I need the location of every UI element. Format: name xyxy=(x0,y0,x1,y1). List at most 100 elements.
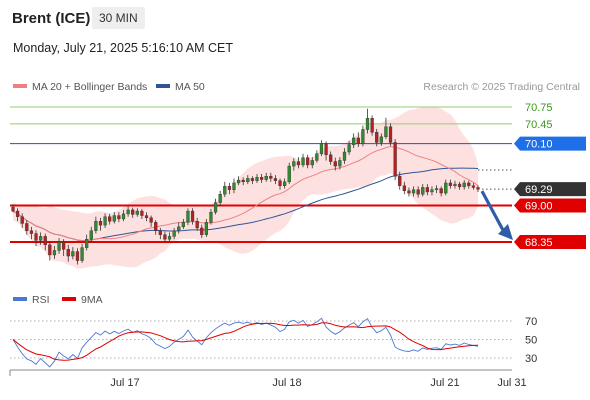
candle-body xyxy=(264,175,268,180)
x-tick-label-jul31: Jul 31 xyxy=(497,377,526,389)
candle-body xyxy=(108,216,112,222)
ma20-legend-swatch xyxy=(13,84,27,88)
x-axis: Jul 17 Jul 18 Jul 21 Jul 31 xyxy=(9,369,527,389)
rsi-ma-legend-label: 9MA xyxy=(81,294,103,306)
timeframe-selector[interactable]: 30 MIN xyxy=(92,7,145,29)
candle-body xyxy=(453,183,457,186)
candle-body xyxy=(117,215,121,220)
level-badge xyxy=(514,182,586,197)
candle-body xyxy=(48,244,52,256)
candle-body xyxy=(324,143,328,156)
level-badge xyxy=(514,198,586,213)
ma50-legend-label: MA 50 xyxy=(175,81,205,93)
candle-body xyxy=(398,175,402,186)
candle-body xyxy=(223,186,227,195)
candle-body xyxy=(273,178,278,181)
candle-body xyxy=(11,206,15,212)
candle-body xyxy=(365,118,370,130)
candle-body xyxy=(379,136,383,143)
candle-body xyxy=(218,193,222,203)
ma20-legend-label: MA 20 + Bollinger Bands xyxy=(32,81,147,93)
candle-body xyxy=(246,178,250,183)
candle-body xyxy=(393,142,397,177)
candle-body xyxy=(370,118,374,133)
candle-body xyxy=(195,220,199,229)
candle-body xyxy=(352,137,356,145)
candle-body xyxy=(15,210,20,217)
candle-body xyxy=(241,179,245,183)
level-label: 69.29 xyxy=(525,184,553,196)
candle-body xyxy=(467,182,471,186)
candle-body xyxy=(181,222,185,228)
candle-body xyxy=(227,186,232,190)
candle-body xyxy=(448,182,453,186)
candle-body xyxy=(200,227,204,235)
candle-body xyxy=(255,177,259,181)
candle-body xyxy=(25,223,29,231)
candle-body xyxy=(172,230,176,237)
candle-body xyxy=(144,215,149,219)
candle-body xyxy=(269,175,273,179)
x-tick-label-jul17: Jul 17 xyxy=(110,377,139,389)
candle-body xyxy=(259,177,264,180)
legend: MA 20 + Bollinger Bands MA 50 Research ©… xyxy=(13,81,580,93)
candle-body xyxy=(388,126,393,143)
rsi-line xyxy=(12,317,479,368)
candle-body xyxy=(356,137,360,144)
candle-body xyxy=(407,190,411,194)
candle-body xyxy=(140,210,144,216)
candle-body xyxy=(416,189,420,195)
candle-body xyxy=(177,226,181,231)
candle-body xyxy=(135,210,139,215)
candle-body xyxy=(347,144,351,153)
candle-body xyxy=(462,182,466,188)
candle-body xyxy=(62,241,66,250)
candle-body xyxy=(457,183,462,188)
candle-body xyxy=(158,230,162,235)
candle-body xyxy=(287,165,291,183)
level-badge xyxy=(514,136,586,151)
rsi-tick-label: 30 xyxy=(525,353,537,365)
candle-body xyxy=(384,126,388,138)
candle-body xyxy=(425,187,429,193)
candle-body xyxy=(411,189,416,194)
candle-body xyxy=(342,151,347,161)
candle-body xyxy=(75,251,80,261)
candle-body xyxy=(29,230,34,234)
candle-body xyxy=(89,230,93,240)
candle-body xyxy=(57,241,61,251)
level-label: 69.00 xyxy=(525,200,553,212)
rsi-tick-label: 50 xyxy=(525,335,537,347)
candle-body xyxy=(20,216,24,224)
candle-body xyxy=(319,143,324,154)
candle-body xyxy=(85,238,89,248)
candle-body xyxy=(131,209,135,215)
candle-body xyxy=(333,161,337,167)
candle-body xyxy=(121,213,126,220)
candle-body xyxy=(71,251,75,257)
ma20-line xyxy=(12,145,479,242)
candle-body xyxy=(338,160,342,167)
candle-body xyxy=(112,215,116,222)
credit-label: Research © 2025 Trading Central xyxy=(423,81,580,93)
level-label: 70.10 xyxy=(525,139,553,151)
candle-body xyxy=(43,236,47,246)
level-label: 70.45 xyxy=(525,119,553,131)
candle-body xyxy=(361,129,365,144)
candle-body xyxy=(476,187,480,190)
ma50-legend-swatch xyxy=(156,84,170,88)
rsi-ma-line xyxy=(12,322,479,361)
candle-body xyxy=(278,180,282,186)
candle-body xyxy=(163,234,167,240)
bollinger-band xyxy=(13,106,478,269)
candle-body xyxy=(98,220,103,226)
rsi-ma-legend-swatch xyxy=(62,297,76,301)
projection-arrow-head xyxy=(498,224,513,240)
instrument-title: Brent (ICE) xyxy=(12,10,91,27)
projection-arrow-shaft xyxy=(480,190,506,233)
header-bar: Brent (ICE) 30 MIN xyxy=(0,0,590,36)
price-panel: 70.75 70.45 70.10 69.29 69.00 68.35 xyxy=(10,102,586,269)
candle-body xyxy=(167,236,172,240)
